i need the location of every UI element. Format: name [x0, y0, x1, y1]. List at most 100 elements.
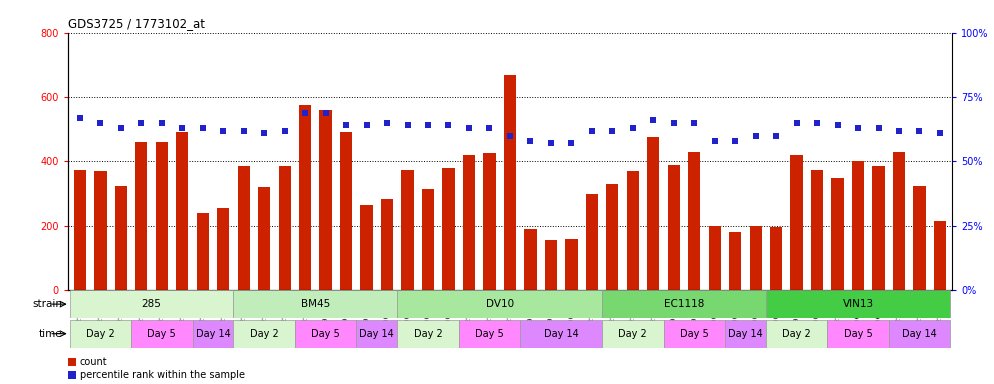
Point — [338, 122, 354, 129]
Point — [113, 125, 129, 131]
Point — [871, 125, 887, 131]
Point — [92, 120, 108, 126]
Point — [747, 132, 763, 139]
Bar — [524, 229, 537, 290]
Point — [564, 141, 580, 147]
Point — [154, 120, 170, 126]
Point — [809, 120, 825, 126]
Bar — [545, 240, 557, 290]
Bar — [483, 154, 496, 290]
Point — [174, 125, 190, 131]
Text: Day 2: Day 2 — [249, 329, 278, 339]
Text: strain: strain — [33, 299, 63, 309]
Bar — [156, 142, 168, 290]
Text: count: count — [80, 357, 107, 367]
Text: Day 2: Day 2 — [618, 329, 647, 339]
Bar — [217, 208, 230, 290]
Bar — [114, 185, 127, 290]
Point — [728, 138, 744, 144]
Bar — [398, 290, 602, 318]
Text: Day 14: Day 14 — [728, 329, 762, 339]
Bar — [295, 320, 356, 348]
Bar — [421, 189, 434, 290]
Bar — [790, 155, 803, 290]
Bar — [893, 152, 906, 290]
Point — [297, 109, 313, 116]
Point — [707, 138, 723, 144]
Bar — [913, 185, 925, 290]
Point — [788, 120, 804, 126]
Point — [72, 114, 87, 121]
Bar — [606, 184, 618, 290]
Bar — [258, 187, 270, 290]
Point — [379, 120, 395, 126]
Bar — [299, 105, 311, 290]
Bar — [889, 320, 950, 348]
Bar — [520, 320, 602, 348]
Bar — [766, 290, 950, 318]
Point — [645, 117, 661, 123]
Point — [932, 130, 948, 136]
Bar — [68, 358, 77, 366]
Point — [543, 141, 559, 147]
Bar — [566, 239, 578, 290]
Bar — [176, 132, 189, 290]
Bar — [933, 221, 946, 290]
Point — [911, 127, 927, 134]
Bar — [709, 226, 721, 290]
Point — [666, 120, 682, 126]
Point — [195, 125, 211, 131]
Bar — [668, 165, 680, 290]
Point — [133, 120, 149, 126]
Bar — [647, 137, 659, 290]
Bar — [70, 320, 131, 348]
Bar — [664, 320, 725, 348]
Point — [502, 132, 518, 139]
Bar — [238, 166, 249, 290]
Bar — [340, 132, 352, 290]
Text: Day 14: Day 14 — [903, 329, 937, 339]
Point — [625, 125, 641, 131]
Point — [604, 127, 620, 134]
Point — [216, 127, 232, 134]
Text: EC1118: EC1118 — [664, 299, 704, 309]
Bar — [234, 290, 398, 318]
Text: Day 5: Day 5 — [311, 329, 340, 339]
Bar — [398, 320, 458, 348]
Bar — [402, 169, 414, 290]
Point — [318, 109, 334, 116]
Point — [768, 132, 784, 139]
Text: Day 5: Day 5 — [844, 329, 873, 339]
Point — [830, 122, 846, 129]
Point — [400, 122, 415, 129]
Bar — [873, 166, 885, 290]
Bar — [234, 320, 295, 348]
Point — [850, 125, 866, 131]
Point — [440, 122, 456, 129]
Bar — [626, 171, 639, 290]
Bar — [193, 320, 234, 348]
Bar — [278, 166, 291, 290]
Bar — [602, 290, 766, 318]
Point — [276, 127, 292, 134]
Text: BM45: BM45 — [301, 299, 330, 309]
Point — [686, 120, 702, 126]
Bar — [831, 177, 844, 290]
Bar — [319, 110, 332, 290]
Point — [583, 127, 599, 134]
Bar — [442, 168, 454, 290]
Text: VIN13: VIN13 — [843, 299, 874, 309]
Point — [256, 130, 272, 136]
Text: Day 14: Day 14 — [196, 329, 231, 339]
Bar — [827, 320, 889, 348]
Text: GDS3725 / 1773102_at: GDS3725 / 1773102_at — [68, 17, 205, 30]
Bar — [197, 213, 209, 290]
Bar — [770, 227, 782, 290]
Bar — [602, 320, 664, 348]
Text: Day 2: Day 2 — [414, 329, 442, 339]
Bar — [381, 199, 394, 290]
Bar — [131, 320, 193, 348]
Point — [236, 127, 251, 134]
Text: Day 2: Day 2 — [86, 329, 114, 339]
Point — [481, 125, 497, 131]
